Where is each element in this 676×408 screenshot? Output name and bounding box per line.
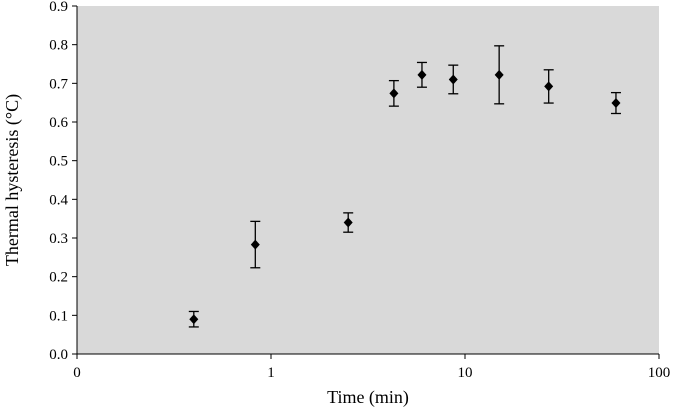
- y-axis-title: Thermal hysteresis (°C): [2, 94, 23, 266]
- data-point: [388, 79, 399, 107]
- data-point: [416, 61, 427, 88]
- y-tick-label: 0.6: [49, 115, 68, 131]
- y-tick-label: 0.9: [49, 0, 68, 15]
- diamond-marker: [189, 314, 199, 325]
- y-tick-label: 0.0: [49, 347, 68, 363]
- diamond-marker: [343, 217, 353, 228]
- y-tick-label: 0.2: [49, 270, 68, 286]
- y-axis-ticks: 0.0 0.1 0.2 0.3 0.4 0.5 0.6 0.7 0.8 0.9: [49, 0, 77, 363]
- diamond-marker: [544, 81, 554, 92]
- y-tick-label: 0.5: [49, 154, 68, 170]
- data-point: [448, 64, 459, 95]
- diamond-marker: [611, 98, 621, 109]
- diamond-marker: [448, 74, 458, 85]
- data-series: [188, 45, 621, 328]
- diamond-marker: [250, 239, 260, 250]
- y-tick-label: 0.3: [49, 231, 68, 247]
- data-point: [494, 45, 505, 105]
- data-point: [343, 212, 354, 233]
- x-tick-label: 10: [458, 365, 473, 381]
- y-tick-label: 0.7: [49, 76, 68, 92]
- data-point: [188, 310, 199, 328]
- x-tick-label: 1: [267, 365, 275, 381]
- y-tick-label: 0.4: [49, 192, 68, 208]
- x-axis-ticks: 0 1 10 100: [73, 354, 670, 381]
- diamond-marker: [417, 69, 427, 80]
- data-point: [610, 91, 621, 115]
- data-point: [543, 69, 554, 104]
- y-tick-label: 0.8: [49, 38, 68, 54]
- data-point: [250, 220, 261, 269]
- y-tick-label: 0.1: [49, 308, 68, 324]
- x-tick-label: 0: [73, 365, 81, 381]
- plot-area: [77, 6, 659, 354]
- x-axis-title: Time (min): [327, 387, 409, 408]
- diamond-marker: [389, 88, 399, 99]
- x-tick-label: 100: [648, 365, 671, 381]
- diamond-marker: [494, 69, 504, 80]
